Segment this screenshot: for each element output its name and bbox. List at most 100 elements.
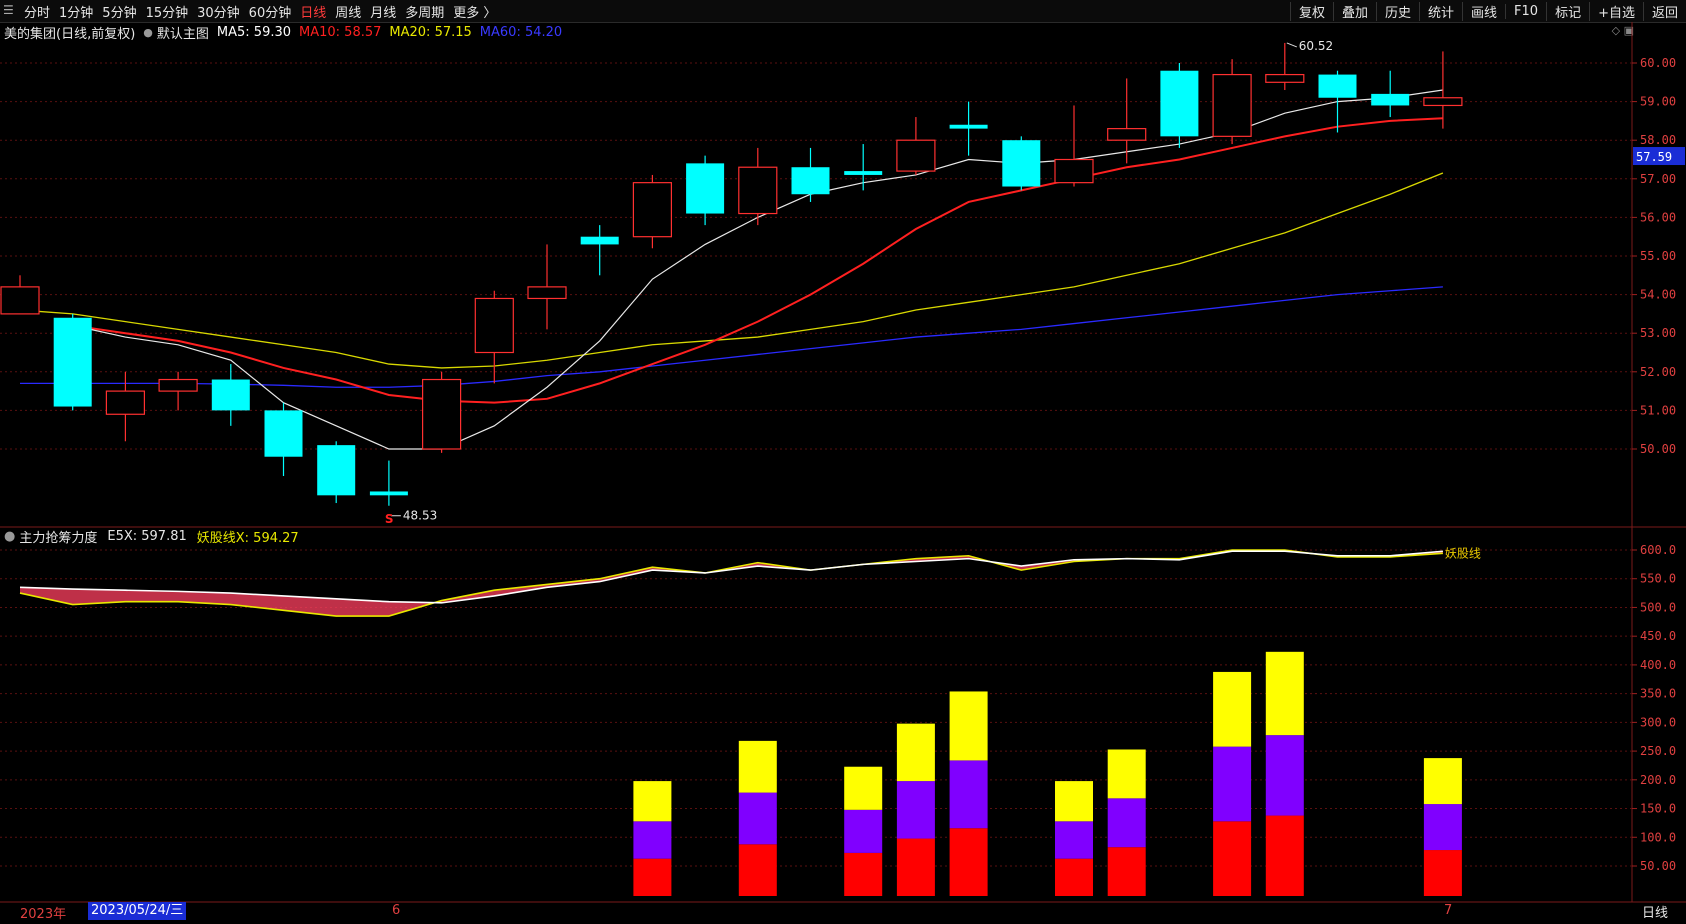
ma20-value: MA20: 57.15 [389,24,472,40]
candle-body-up [632,182,673,238]
candle-body-up [896,139,936,172]
candle-body-up [0,286,40,315]
indicator-label: 100.0 [1640,830,1676,844]
bar-segment-yellow [896,723,935,782]
indicator-dropdown-icon[interactable]: ● [4,528,16,544]
ma10-line [72,117,1443,404]
bar-segment-red [738,844,777,896]
month-label-6: 6 [392,903,401,918]
tool-button-2[interactable]: 历史 [1375,1,1419,21]
candle-body-up [1212,73,1252,137]
candle-body-down [844,171,883,175]
tool-button-8[interactable]: 返回 [1642,1,1686,21]
stock-title: 美的集团(日线,前复权) [4,26,136,42]
period-tab-6[interactable]: 日线 [300,5,327,21]
bar-segment-yellow [1213,671,1252,747]
candle-body-down [211,379,250,411]
bar-segment-yellow [1055,781,1093,822]
ma60-line [20,286,1443,388]
price-label: 50.00 [1640,442,1676,456]
indicator-label: 200.0 [1640,773,1676,787]
bar-segment-purple [896,781,935,839]
current-price-label: 57.59 [1636,150,1672,164]
template-dropdown-icon[interactable]: ● [143,25,153,39]
high-pointer [1286,42,1297,48]
e5x-value: E5X: 597.81 [107,528,187,544]
tool-button-4[interactable]: 画线 [1462,1,1505,21]
bar-segment-purple [1213,746,1252,822]
current-price-box [1633,147,1685,166]
candle-body-down [791,167,830,195]
candle-body-down [686,163,725,214]
period-tab-8[interactable]: 月线 [370,5,397,21]
indicator-label: 50.00 [1640,859,1676,873]
tool-button-1[interactable]: 叠加 [1332,1,1376,21]
bar-segment-purple [949,760,988,829]
candle-body-up [1423,97,1463,107]
period-tab-10[interactable]: 更多 〉 [453,5,497,21]
candle-body-up [1054,158,1094,184]
indicator-label: 250.0 [1640,744,1676,758]
tool-button-3[interactable]: 统计 [1419,1,1462,21]
indicator-label: 300.0 [1640,715,1676,729]
candle-body-down [369,491,408,496]
ygx-line-label: 妖股线 [1445,546,1481,560]
bar-segment-red [896,838,935,896]
low-annotation: 48.53 [403,509,437,523]
bar-segment-yellow [844,766,883,810]
ma5-line [72,89,1443,450]
price-label: 56.00 [1640,210,1676,224]
bar-segment-red [633,858,672,896]
candle-body-up [1265,73,1305,83]
ygx-value: 妖股线X: 594.27 [196,530,299,546]
period-tab-3[interactable]: 15分钟 [145,5,189,21]
candle-body-down [317,445,356,496]
indicator-label: 350.0 [1640,687,1676,701]
period-tab-7[interactable]: 周线 [335,5,362,21]
price-label: 55.00 [1640,249,1676,263]
bar-segment-red [949,828,988,896]
tool-button-5[interactable]: F10 [1505,3,1546,19]
price-label: 53.00 [1640,326,1676,340]
bar-segment-red [1107,847,1146,896]
period-tab-0[interactable]: 分时 [24,5,51,21]
period-tab-2[interactable]: 5分钟 [102,5,137,21]
period-tab-5[interactable]: 60分钟 [248,5,292,21]
year-label: 2023年 [20,907,67,922]
candle-body-down [1002,140,1041,187]
tool-button-7[interactable]: +自选 [1589,1,1643,21]
cursor-date: 2023/05/24/三 [88,902,187,920]
candle-body-up [158,378,198,392]
bar-segment-purple [1107,798,1146,848]
bar-segment-yellow [1107,749,1146,799]
top-toolbar: ☰ 分时 1分钟 5分钟 15分钟 30分钟 60分钟 日线 周线 月线 多周期 更多 〉 复权 叠加… [0,0,1686,23]
price-label: 51.00 [1640,403,1676,417]
candle-body-down [1318,74,1357,98]
price-label: 60.00 [1640,56,1676,70]
indicator-label: 600.0 [1640,543,1676,557]
price-label: 57.00 [1640,172,1676,186]
bar-segment-purple [633,821,672,859]
menu-icon[interactable]: ☰ [3,3,14,17]
candle-body-down [949,124,988,129]
indicator-label: 150.0 [1640,802,1676,816]
period-tab-1[interactable]: 1分钟 [59,5,94,21]
date-axis: 2023年 2023/05/24/三 6 7 [0,902,1632,922]
bar-segment-purple [844,809,883,853]
candle-body-down [580,236,619,245]
period-tab-9[interactable]: 多周期 [405,5,445,21]
tool-button-6[interactable]: 标记 [1546,1,1589,21]
bar-segment-yellow [949,691,988,761]
tool-button-0[interactable]: 复权 [1289,1,1333,21]
bar-segment-red [1213,821,1252,896]
panel-corner-icons[interactable]: ◇ ▣ [1611,24,1634,37]
period-label[interactable]: 日线 [1641,906,1668,921]
indicator-name[interactable]: 主力抢筹力度 [19,530,98,546]
price-label: 54.00 [1640,288,1676,302]
high-annotation: 60.52 [1299,39,1333,53]
template-name[interactable]: 默认主图 [156,26,209,42]
candle-body-down [1160,70,1199,137]
period-tab-4[interactable]: 30分钟 [197,5,240,21]
indicator-legend: ● 主力抢筹力度 E5X: 597.81 妖股线X: 594.27 [4,527,309,546]
